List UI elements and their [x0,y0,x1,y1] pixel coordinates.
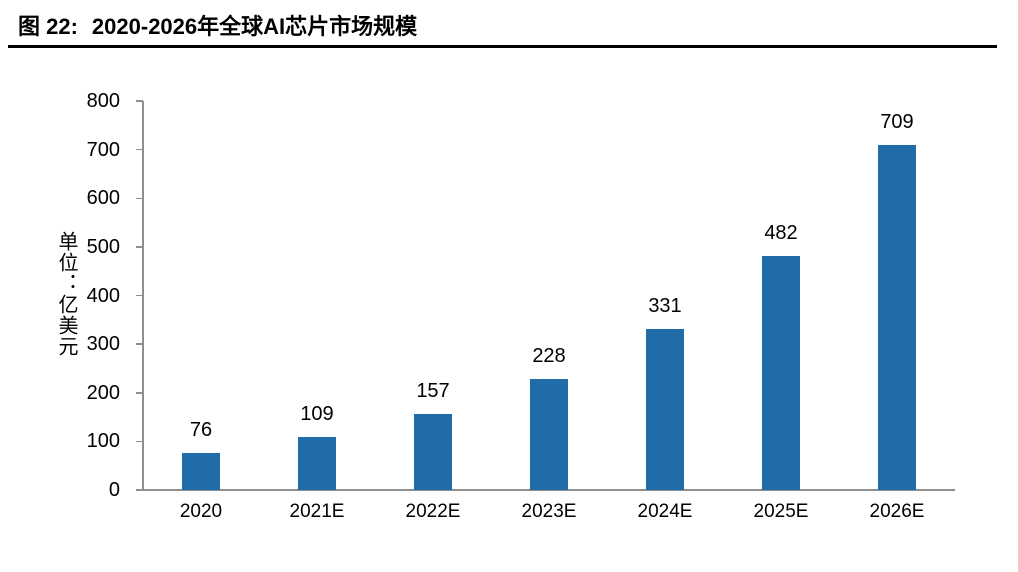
figure-title-text: 2020-2026年全球AI芯片市场规模 [91,14,418,39]
x-tick-label: 2020 [179,501,223,522]
bar [646,329,684,490]
y-tick-mark [136,489,143,491]
bar [298,436,336,490]
y-tick-mark [136,440,143,443]
y-tick-label: 500 [86,235,120,258]
y-tick-label: 400 [86,284,120,307]
y-tick-label: 300 [86,333,120,356]
figure-number-label: 图 22: [18,14,78,39]
x-tick-label: 2025E [753,501,809,522]
y-tick-label: 0 [108,479,120,501]
y-tick-label: 600 [86,187,120,210]
y-axis-line [142,101,144,490]
y-tick-mark [136,197,143,199]
bar-value-label: 157 [416,379,450,402]
bar [530,379,568,490]
x-tick-label: 2023E [521,501,577,522]
y-tick-label: 200 [86,381,120,404]
bar-value-label: 709 [880,111,914,134]
figure-title: 图 22: 2020-2026年全球AI芯片市场规模 [18,9,417,41]
bar [414,413,452,490]
y-tick-label: 100 [86,430,120,453]
y-tick-mark [136,148,143,151]
bar-value-label: 76 [189,419,213,442]
y-axis-unit-label: 单位：亿美元 [55,231,77,357]
bar-value-label: 109 [300,402,334,425]
bar [878,145,916,490]
title-underline [8,45,997,48]
y-tick-mark [136,392,143,394]
bar-value-label: 228 [532,345,566,368]
y-tick-label: 800 [86,90,120,112]
y-tick-mark [136,246,143,248]
y-tick-label: 700 [86,138,120,161]
x-axis-line [143,489,955,491]
x-tick-label: 2022E [405,501,461,522]
bar [762,255,800,490]
bar-value-label: 331 [648,295,682,318]
x-tick-label: 2021E [289,501,345,522]
bar [182,453,220,490]
x-tick-label: 2026E [869,501,925,522]
x-tick-label: 2024E [637,501,693,522]
bar-value-label: 482 [764,221,798,244]
y-tick-mark [136,294,143,297]
y-tick-mark [136,343,143,345]
y-tick-mark [136,100,143,102]
